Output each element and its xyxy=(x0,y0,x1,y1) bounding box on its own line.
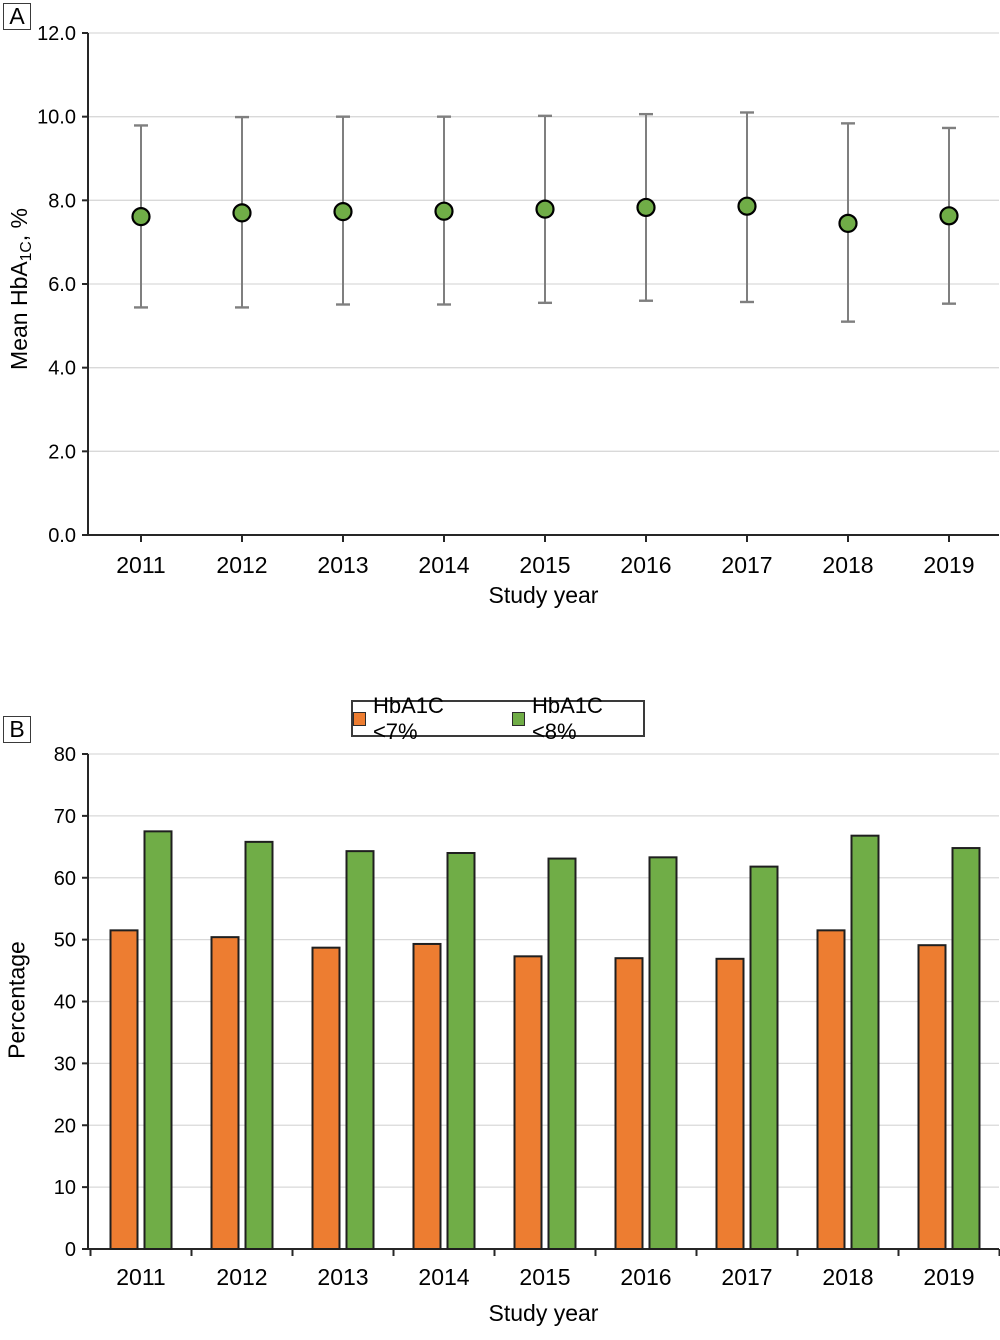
y-tick-label-b: 40 xyxy=(54,992,76,1014)
bar-2017-lt7 xyxy=(715,957,745,1250)
x-tick-label-b: 2013 xyxy=(317,1264,368,1290)
bar-2019-lt8 xyxy=(951,847,981,1251)
marker-2013 xyxy=(333,202,353,222)
gridlines-b xyxy=(88,753,999,1188)
y-title-a-pre: Mean HbA xyxy=(5,261,32,370)
scatter-chart-mean-hba1c: 0.0 2.0 4.0 6.0 8.0 10.0 12.0 2011 2012 2013 2014 2… xyxy=(37,23,999,578)
bar-2017-lt8 xyxy=(749,865,779,1251)
marker-2016 xyxy=(636,197,656,218)
y-tick-label-b: 50 xyxy=(54,930,76,952)
x-tick-label-b: 2012 xyxy=(216,1264,267,1290)
y-tick-label-b: 30 xyxy=(54,1053,76,1075)
x-tick-label-a: 2017 xyxy=(721,552,772,578)
bar-2015-lt8 xyxy=(547,857,577,1250)
y-title-a-post: , % xyxy=(5,208,32,242)
panel-a-label: A xyxy=(3,3,31,30)
gridlines-a xyxy=(88,32,999,452)
x-tick-label-a: 2013 xyxy=(317,552,368,578)
bar-2012-lt7 xyxy=(210,936,240,1250)
bar-2016-lt8 xyxy=(648,856,678,1251)
y-tick-label-a: 4.0 xyxy=(48,358,76,380)
y-tick-label-a: 12.0 xyxy=(37,23,76,45)
x-tick-label-a: 2011 xyxy=(116,552,165,578)
panel-b-label: B xyxy=(3,716,31,743)
data-points xyxy=(131,196,959,233)
x-tick-label-b: 2015 xyxy=(519,1264,570,1290)
bar-2019-lt7 xyxy=(917,944,947,1250)
bar-2014-lt8 xyxy=(446,852,476,1250)
legend-label-hba1c-lt8: HbA1C <8% xyxy=(531,692,603,744)
x-tick-label-a: 2018 xyxy=(822,552,873,578)
x-tick-label-b: 2014 xyxy=(418,1264,469,1290)
y-tick-label-b: 80 xyxy=(54,744,76,766)
bar-2015-lt7 xyxy=(513,955,543,1250)
bar-chart-hba1c-targets: 0 10 20 30 40 50 60 70 80 2011 2012 2013 2014 2015 201… xyxy=(54,744,1000,1290)
x-tick-label-b: 2016 xyxy=(620,1264,671,1290)
y-tick-label-b: 70 xyxy=(54,806,76,828)
axes-b: 0 10 20 30 40 50 60 70 80 2011 2012 2013 2014 2015 201… xyxy=(54,744,1000,1290)
bar-2018-lt7 xyxy=(816,929,846,1250)
x-tick-label-a: 2015 xyxy=(519,552,570,578)
marker-2014 xyxy=(434,201,454,221)
bar-2016-lt7 xyxy=(614,957,644,1250)
y-tick-label-b: 60 xyxy=(54,868,76,890)
bar-2012-lt8 xyxy=(244,840,274,1251)
y-tick-label-a: 0.0 xyxy=(48,525,76,547)
y-tick-label-b: 20 xyxy=(54,1115,76,1137)
y-tick-label-b: 10 xyxy=(54,1177,76,1199)
y-tick-label-a: 2.0 xyxy=(48,441,76,463)
bar-2011-lt7 xyxy=(109,929,139,1250)
y-tick-label-a: 8.0 xyxy=(48,190,76,212)
marker-2019 xyxy=(939,206,959,226)
bars xyxy=(109,830,981,1251)
legend-swatch-green-icon xyxy=(512,711,525,726)
marker-2012 xyxy=(232,203,252,223)
bar-2018-lt8 xyxy=(850,834,880,1251)
x-tick-label-a: 2016 xyxy=(620,552,671,578)
marker-2015 xyxy=(535,199,555,219)
y-tick-label-a: 10.0 xyxy=(37,107,76,129)
marker-2018 xyxy=(838,213,858,233)
legend-item-hba1c-lt8: HbA1C <8% xyxy=(512,693,643,745)
marker-2011 xyxy=(131,207,151,227)
legend-item-hba1c-lt7: HbA1C <7% xyxy=(353,693,484,745)
x-tick-label-a: 2014 xyxy=(418,552,469,578)
panel-a-y-axis-title: Mean HbA1C, % xyxy=(6,208,36,370)
bar-2014-lt7 xyxy=(412,942,442,1250)
x-tick-label-b: 2019 xyxy=(923,1264,974,1290)
panel-b-x-axis-title: Study year xyxy=(488,1300,599,1326)
bar-2013-lt8 xyxy=(345,850,375,1251)
x-tick-label-a: 2012 xyxy=(216,552,267,578)
y-tick-label-a: 6.0 xyxy=(48,274,76,296)
panel-b-y-axis-title: Percentage xyxy=(3,941,30,1059)
y-tick-label-b: 0 xyxy=(65,1239,76,1261)
x-tick-label-b: 2017 xyxy=(721,1264,772,1290)
bar-2013-lt7 xyxy=(311,946,341,1250)
x-tick-label-a: 2019 xyxy=(923,552,974,578)
x-tick-label-b: 2018 xyxy=(822,1264,873,1290)
legend-label-hba1c-lt7: HbA1C <7% xyxy=(372,692,444,744)
bar-2011-lt8 xyxy=(143,830,173,1250)
marker-2017 xyxy=(737,196,757,216)
panel-a-x-axis-title: Study year xyxy=(488,582,599,608)
axes-a: 0.0 2.0 4.0 6.0 8.0 10.0 12.0 2011 2012 2013 2014 2… xyxy=(37,23,999,578)
legend-swatch-orange-icon xyxy=(353,711,366,726)
x-tick-label-b: 2011 xyxy=(116,1264,165,1290)
y-title-a-subscript: 1C xyxy=(18,241,36,262)
legend: HbA1C <7% HbA1C <8% xyxy=(351,693,645,744)
